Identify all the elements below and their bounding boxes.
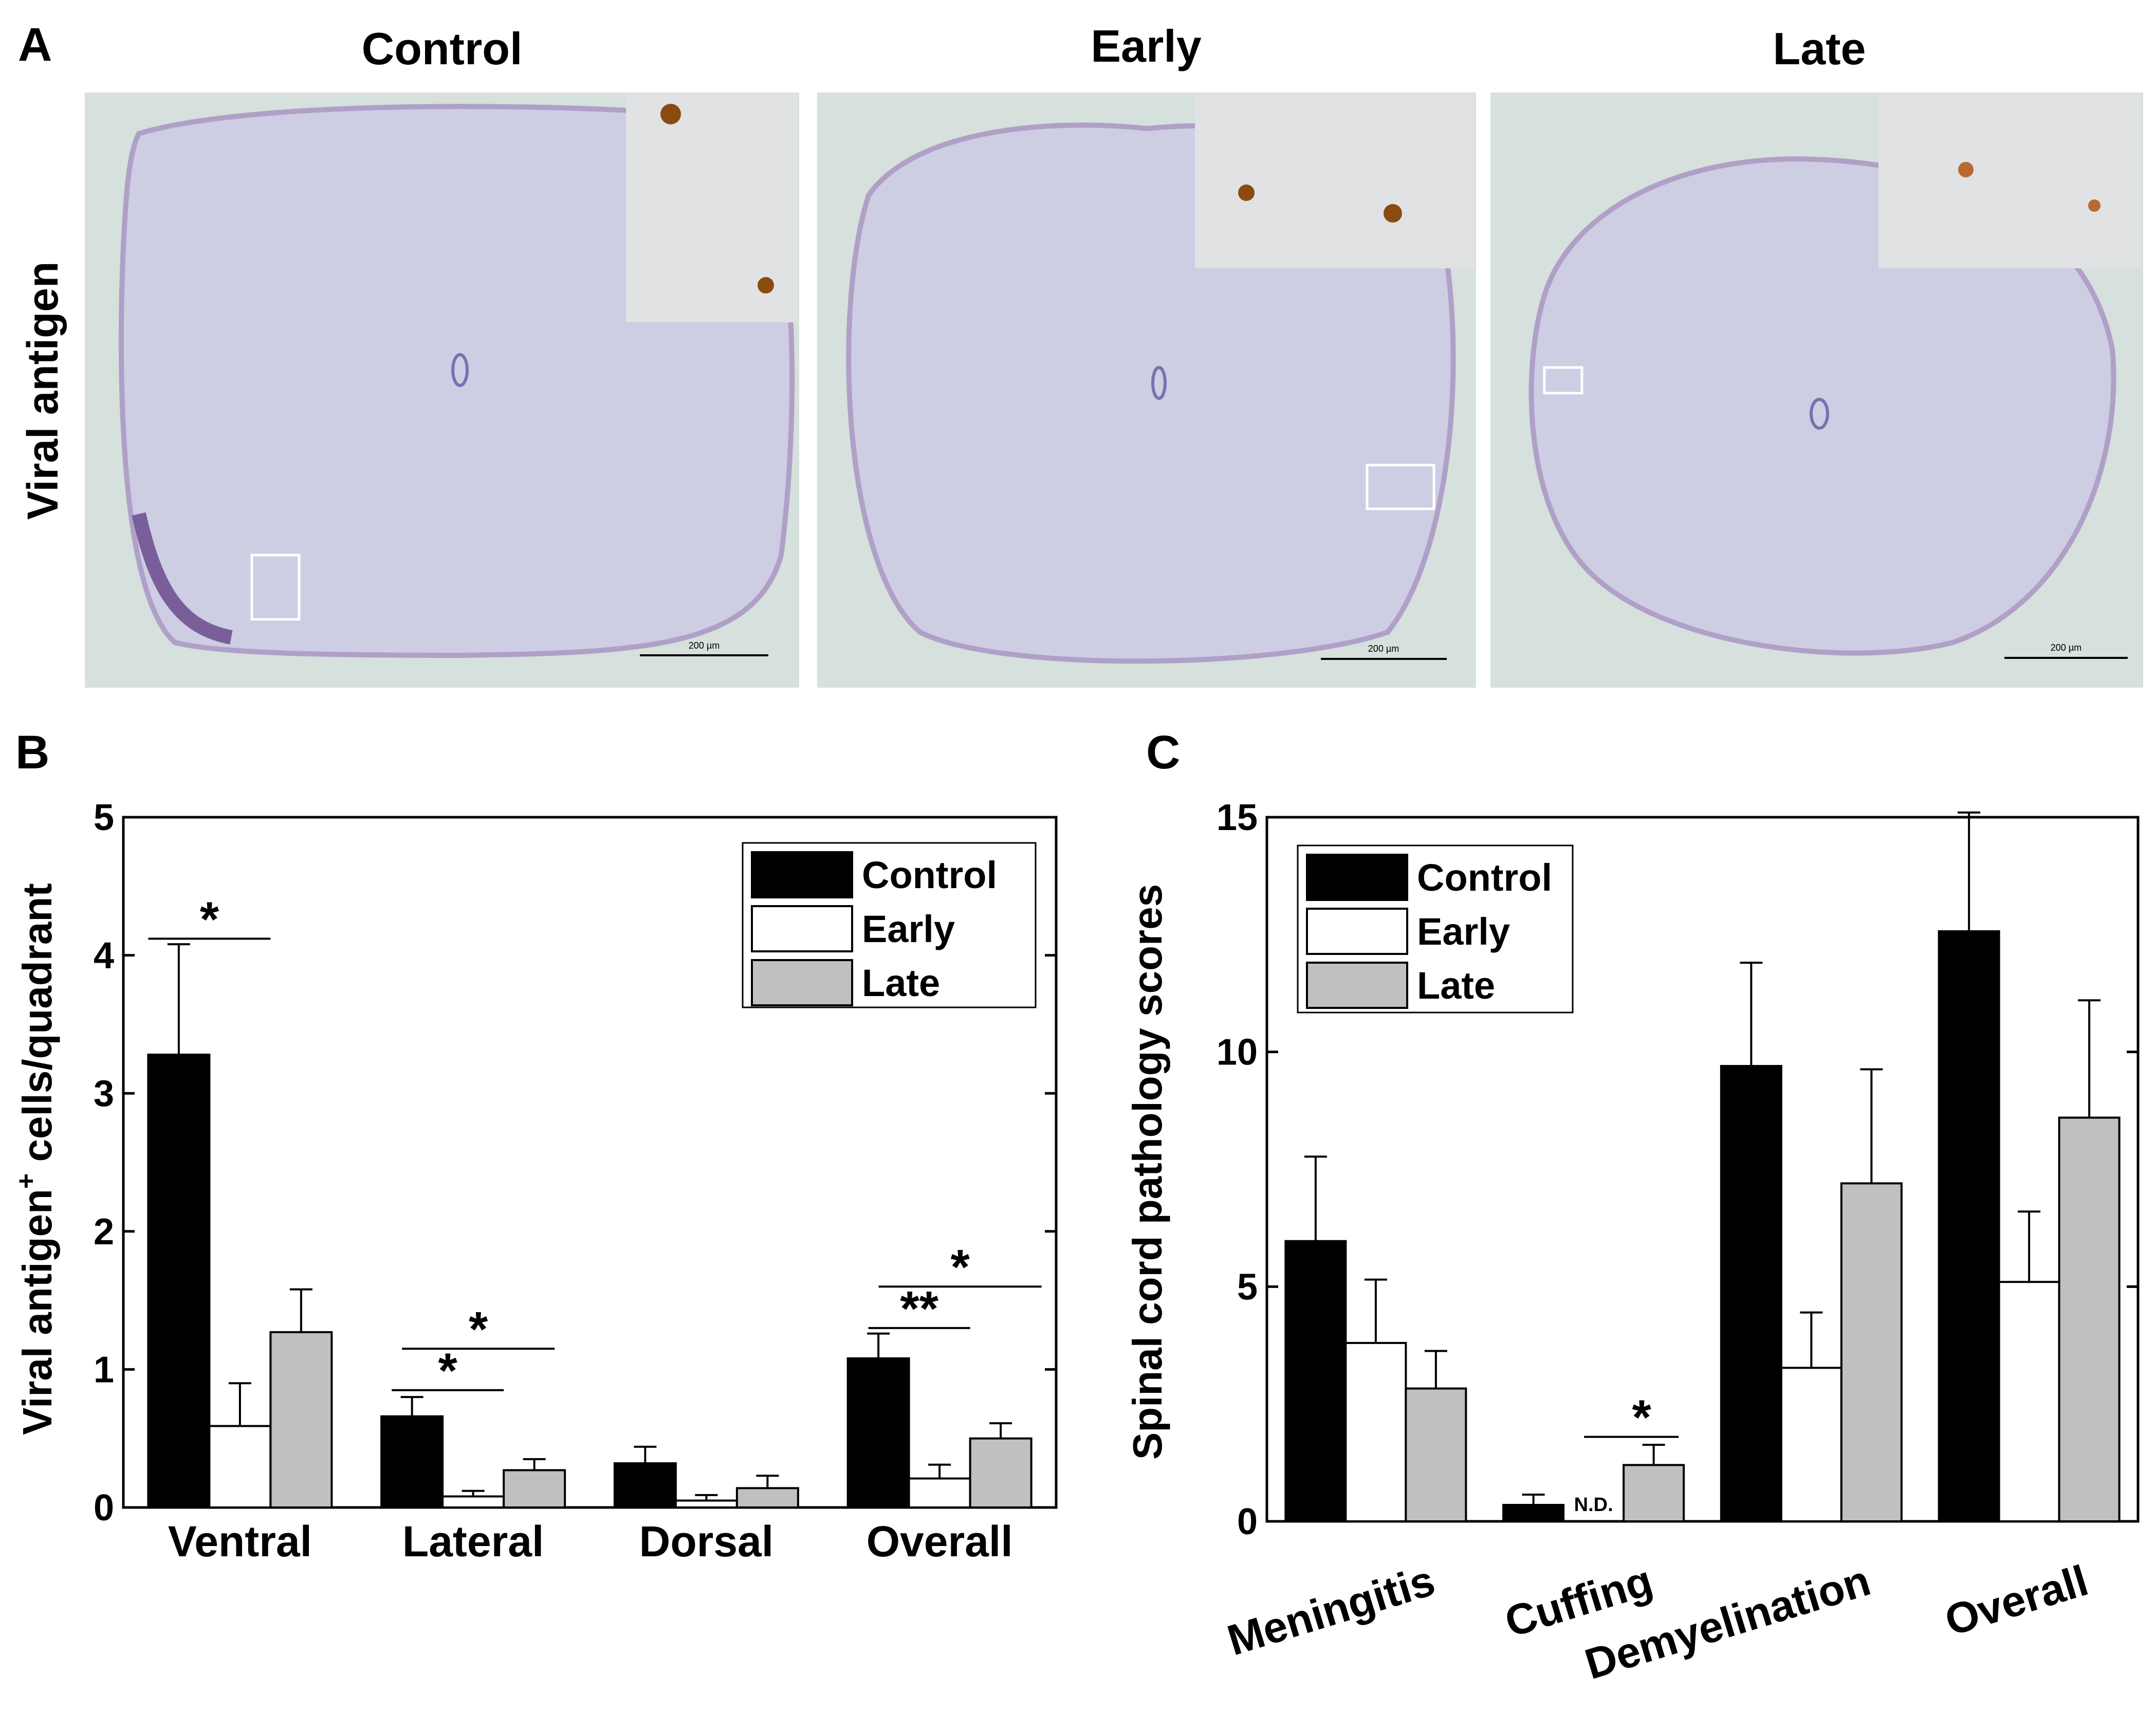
x-tick-label: Ventral bbox=[168, 1517, 312, 1566]
x-tick-label: Dorsal bbox=[639, 1517, 773, 1566]
bar bbox=[613, 1462, 677, 1509]
significance-marker: * bbox=[469, 1302, 488, 1357]
bar bbox=[1840, 1182, 1903, 1522]
bar bbox=[1405, 1387, 1467, 1522]
significance-marker: * bbox=[950, 1240, 970, 1295]
bar bbox=[1623, 1464, 1685, 1522]
significance-marker: ** bbox=[900, 1281, 938, 1336]
chart-c-y-axis-label: Spinal cord pathology scores bbox=[1125, 884, 1170, 1460]
bar bbox=[1998, 1281, 2060, 1522]
micrograph-title-early: Early bbox=[1091, 21, 1201, 71]
legend: Control Early Late bbox=[1297, 844, 1574, 1014]
chart-b-y-axis-label: Viral antigen+ cells/quadrant bbox=[11, 883, 60, 1435]
y-tick-label: 0 bbox=[94, 1487, 114, 1529]
x-tick-label: Overall bbox=[1939, 1556, 2093, 1645]
bar bbox=[147, 1053, 211, 1508]
x-tick-label: Lateral bbox=[402, 1517, 544, 1566]
significance-marker: * bbox=[1632, 1390, 1651, 1445]
y-tick-label: 4 bbox=[94, 935, 114, 977]
y-tick-label: 15 bbox=[1217, 797, 1258, 838]
chart-b: 0 1 2 3 4 5 Ventral Lateral Dorsal Overall Control… bbox=[94, 797, 1058, 1566]
bar bbox=[908, 1477, 971, 1508]
micrograph-title-late: Late bbox=[1773, 23, 1866, 74]
x-tick-label: Overall bbox=[867, 1517, 1013, 1566]
bar bbox=[503, 1469, 566, 1509]
y-tick-label: 2 bbox=[94, 1211, 114, 1253]
bar bbox=[969, 1437, 1033, 1508]
y-tick-label: 1 bbox=[94, 1349, 114, 1390]
bar bbox=[2058, 1116, 2121, 1523]
bar bbox=[1780, 1367, 1842, 1523]
legend: Control Early Late bbox=[742, 842, 1037, 1008]
panel-a-label: A bbox=[18, 19, 52, 71]
y-tick-label: 5 bbox=[1237, 1266, 1258, 1308]
x-tick-label: Meningitis bbox=[1222, 1556, 1440, 1664]
y-tick-label: 0 bbox=[1237, 1501, 1258, 1542]
bar bbox=[1344, 1341, 1407, 1523]
bar bbox=[269, 1331, 333, 1508]
not-detected-label: N.D. bbox=[1574, 1494, 1613, 1516]
bar bbox=[674, 1499, 738, 1509]
scale-bar-late: 200 µm bbox=[2051, 642, 2081, 653]
legend-swatch bbox=[751, 959, 853, 1006]
legend-swatch bbox=[751, 905, 853, 952]
scale-bar-control: 200 µm bbox=[689, 640, 720, 651]
chart-frame bbox=[122, 816, 1058, 1509]
micrograph-control: Control 200 µm bbox=[85, 23, 799, 688]
legend-label: Early bbox=[862, 908, 955, 950]
bar bbox=[735, 1487, 799, 1508]
bar bbox=[846, 1357, 910, 1509]
legend-label: Late bbox=[862, 962, 940, 1004]
micrograph-title-control: Control bbox=[362, 23, 523, 74]
row-label-viral-antigen: Viral antigen bbox=[19, 262, 67, 520]
legend-label: Late bbox=[1417, 964, 1495, 1007]
legend-swatch bbox=[751, 851, 853, 898]
bar bbox=[1284, 1240, 1347, 1522]
bar bbox=[441, 1495, 505, 1508]
legend-swatch bbox=[1306, 962, 1408, 1009]
significance-marker: * bbox=[200, 892, 219, 947]
panel-c-label: C bbox=[1146, 726, 1180, 779]
bar bbox=[1502, 1504, 1565, 1523]
bar bbox=[208, 1425, 272, 1508]
bar bbox=[1938, 930, 2000, 1522]
y-tick-label: 3 bbox=[94, 1073, 114, 1114]
significance-marker: * bbox=[438, 1344, 457, 1399]
chart-frame bbox=[1265, 816, 2140, 1523]
micrograph-late: Late 200 µm bbox=[1490, 23, 2143, 688]
legend-swatch bbox=[1306, 908, 1408, 955]
legend-swatch bbox=[1306, 854, 1408, 901]
scale-bar-early: 200 µm bbox=[1368, 643, 1399, 654]
bar bbox=[380, 1415, 444, 1509]
bar bbox=[1720, 1065, 1782, 1522]
y-tick-label: 10 bbox=[1217, 1032, 1258, 1073]
y-tick-label: 5 bbox=[94, 797, 114, 838]
legend-label: Early bbox=[1417, 910, 1510, 953]
micrograph-early: Early 200 µm bbox=[817, 21, 1476, 688]
legend-label: Control bbox=[862, 854, 997, 896]
panel-b-label: B bbox=[15, 726, 49, 779]
legend-label: Control bbox=[1417, 856, 1552, 899]
